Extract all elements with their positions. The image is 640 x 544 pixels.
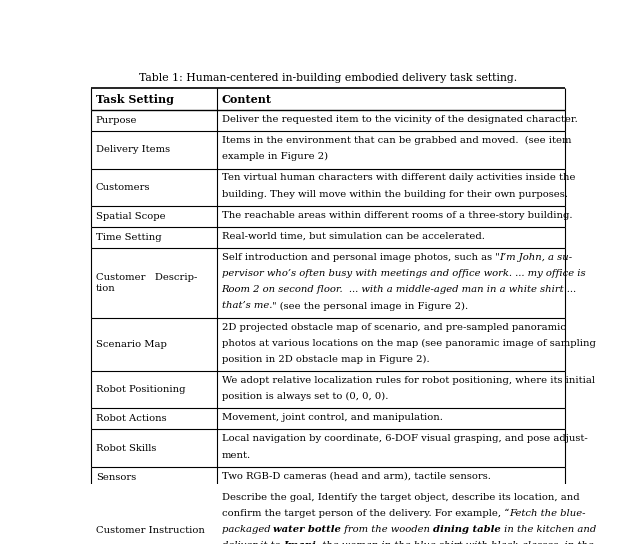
Text: , the woman in the blue shirt with black glasses, in the: , the woman in the blue shirt with black…: [316, 541, 594, 544]
Text: Describe the goal, Identify the target object, describe its location, and: Describe the goal, Identify the target o…: [221, 493, 579, 502]
Text: Customers: Customers: [96, 183, 150, 191]
Text: Real-world time, but simulation can be accelerated.: Real-world time, but simulation can be a…: [221, 232, 484, 241]
Text: building. They will move within the building for their own purposes.: building. They will move within the buil…: [221, 190, 568, 199]
Text: Task Setting: Task Setting: [96, 94, 174, 104]
Text: Fetch the blue-: Fetch the blue-: [509, 509, 586, 518]
Text: Imani: Imani: [283, 541, 316, 544]
Text: Ten virtual human characters with different daily activities inside the: Ten virtual human characters with differ…: [221, 174, 575, 182]
Text: water bottle: water bottle: [273, 525, 341, 534]
Text: Self introduction and personal image photos, such as ": Self introduction and personal image pho…: [221, 253, 499, 262]
Text: The reachable areas within different rooms of a three-story building.: The reachable areas within different roo…: [221, 211, 572, 220]
Text: dining table: dining table: [433, 525, 501, 534]
Text: Items in the environment that can be grabbed and moved.  (see item: Items in the environment that can be gra…: [221, 136, 571, 145]
Text: Sensors: Sensors: [96, 473, 136, 482]
Text: photos at various locations on the map (see panoramic image of sampling: photos at various locations on the map (…: [221, 339, 595, 348]
Text: Content: Content: [221, 94, 271, 104]
Text: Room 2 on second floor.  ... with a middle-aged man in a white shirt ...: Room 2 on second floor. ... with a middl…: [221, 285, 577, 294]
Text: Scenario Map: Scenario Map: [96, 340, 167, 349]
Text: confirm the target person of the delivery. For example, “: confirm the target person of the deliver…: [221, 509, 509, 518]
Text: deliver it to: deliver it to: [221, 541, 283, 544]
Text: that’s me.: that’s me.: [221, 301, 272, 311]
Text: example in Figure 2): example in Figure 2): [221, 152, 328, 162]
Text: Purpose: Purpose: [96, 116, 138, 125]
Text: packaged: packaged: [221, 525, 273, 534]
Text: Local navigation by coordinate, 6-DOF visual grasping, and pose adjust-: Local navigation by coordinate, 6-DOF vi…: [221, 435, 588, 443]
Text: Time Setting: Time Setting: [96, 233, 161, 242]
Text: Robot Positioning: Robot Positioning: [96, 385, 186, 394]
Text: We adopt relative localization rules for robot positioning, where its initial: We adopt relative localization rules for…: [221, 376, 595, 385]
Text: 2D projected obstacle map of scenario, and pre-sampled panoramic: 2D projected obstacle map of scenario, a…: [221, 323, 566, 332]
Text: Movement, joint control, and manipulation.: Movement, joint control, and manipulatio…: [221, 413, 442, 422]
Text: position is always set to (0, 0, 0).: position is always set to (0, 0, 0).: [221, 392, 388, 401]
Text: Spatial Scope: Spatial Scope: [96, 212, 166, 221]
Text: position in 2D obstacle map in Figure 2).: position in 2D obstacle map in Figure 2)…: [221, 355, 429, 364]
Text: ment.: ment.: [221, 450, 251, 460]
Text: I’m John, a su-: I’m John, a su-: [499, 253, 573, 262]
Text: Robot Actions: Robot Actions: [96, 415, 166, 423]
Text: Deliver the requested item to the vicinity of the designated character.: Deliver the requested item to the vicini…: [221, 115, 577, 124]
Text: Customer   Descrip-
tion: Customer Descrip- tion: [96, 273, 197, 293]
Text: pervisor who’s often busy with meetings and office work. ... my office is: pervisor who’s often busy with meetings …: [221, 269, 585, 278]
Text: Robot Skills: Robot Skills: [96, 444, 156, 453]
Text: in the kitchen and: in the kitchen and: [501, 525, 596, 534]
Text: Table 1: Human-centered in-building embodied delivery task setting.: Table 1: Human-centered in-building embo…: [139, 73, 517, 83]
Text: Two RGB-D cameras (head and arm), tactile sensors.: Two RGB-D cameras (head and arm), tactil…: [221, 472, 490, 481]
Text: Customer Instruction: Customer Instruction: [96, 526, 205, 535]
Text: Delivery Items: Delivery Items: [96, 145, 170, 154]
Text: from the wooden: from the wooden: [341, 525, 433, 534]
Text: " (see the personal image in Figure 2).: " (see the personal image in Figure 2).: [272, 301, 468, 311]
